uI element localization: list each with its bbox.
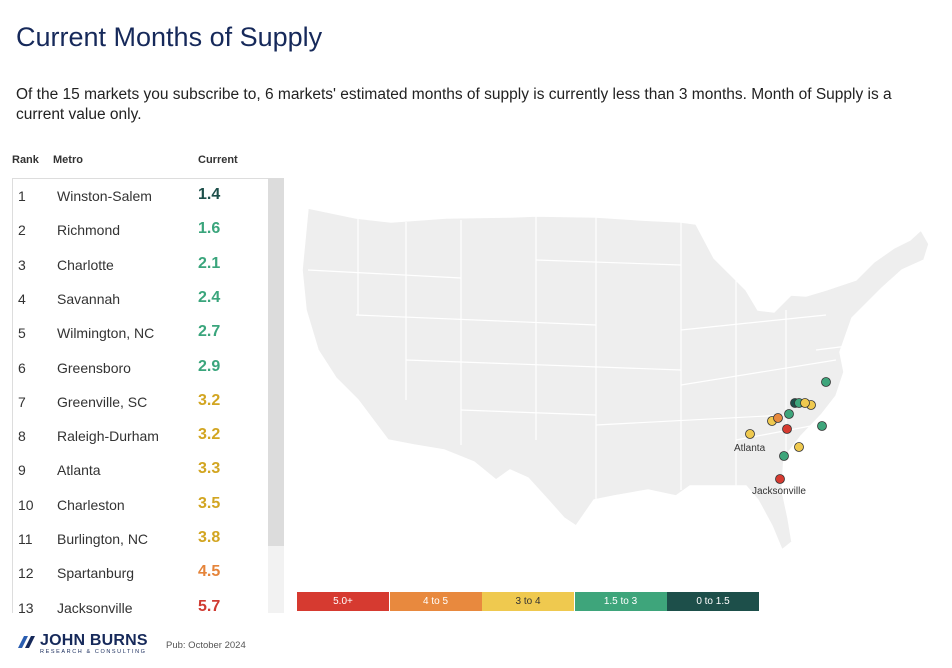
row-value: 4.5 (198, 563, 221, 581)
logo-mark-icon (18, 636, 35, 648)
row-rank: 13 (18, 599, 34, 613)
row-metro: Wilmington, NC (57, 325, 155, 342)
table-row[interactable]: 3 Charlotte 2.1 (12, 247, 268, 281)
logo-sub-text: RESEARCH & CONSULTING (40, 649, 147, 655)
table-row[interactable]: 8 Raleigh-Durham 3.2 (12, 418, 268, 452)
row-metro: Raleigh-Durham (57, 428, 159, 445)
row-rank: 12 (18, 565, 34, 582)
legend-item: 3 to 4 (482, 592, 574, 611)
row-rank: 7 (18, 393, 26, 410)
row-value: 5.7 (198, 597, 221, 613)
row-rank: 11 (18, 531, 33, 547)
row-rank: 1 (18, 188, 26, 204)
row-value: 3.3 (198, 460, 221, 478)
row-rank: 6 (18, 359, 26, 376)
row-metro: Atlanta (57, 462, 101, 479)
row-value: 3.2 (198, 426, 221, 444)
table-row[interactable]: 10 Charleston 3.5 (12, 487, 268, 521)
row-metro: Jacksonville (57, 599, 133, 613)
table-row[interactable]: 7 Greenville, SC 3.2 (12, 384, 268, 418)
row-value: 3.2 (198, 391, 221, 409)
table-row[interactable]: 1 Winston-Salem 1.4 (12, 178, 268, 212)
publication-date: Pub: October 2024 (166, 640, 246, 651)
state-lines (307, 216, 857, 500)
row-rank: 9 (18, 462, 26, 479)
row-value: 2.9 (198, 357, 221, 375)
row-rank: 4 (18, 290, 26, 307)
row-rank: 5 (18, 325, 26, 342)
row-rank: 8 (18, 428, 26, 445)
row-metro: Charlotte (57, 256, 114, 273)
current-header[interactable]: Current (198, 154, 238, 166)
rank-header[interactable]: Rank (12, 154, 39, 166)
table-row[interactable]: 13 Jacksonville 5.7 (12, 590, 268, 613)
legend-item: 5.0+ (297, 592, 389, 611)
row-value: 1.6 (198, 220, 221, 238)
row-rank: 2 (18, 222, 26, 239)
row-metro: Burlington, NC (57, 531, 149, 547)
table-row[interactable]: 9 Atlanta 3.3 (12, 452, 268, 486)
table-row[interactable]: 5 Wilmington, NC 2.7 (12, 315, 268, 349)
row-value: 1.4 (198, 186, 221, 203)
row-metro: Charleston (57, 496, 125, 513)
table-row[interactable]: 2 Richmond 1.6 (12, 212, 268, 246)
table-row[interactable]: 4 Savannah 2.4 (12, 281, 268, 315)
metro-header[interactable]: Metro (53, 154, 83, 166)
row-rank: 10 (18, 496, 34, 513)
us-landmass (301, 207, 930, 552)
table-row[interactable]: 6 Greensboro 2.9 (12, 350, 268, 384)
legend-item: 0 to 1.5 (667, 592, 759, 611)
table-border (12, 178, 268, 613)
row-value: 2.4 (198, 288, 221, 306)
row-value: 3.8 (198, 529, 221, 546)
row-metro: Richmond (57, 222, 121, 239)
legend-item: 4 to 5 (389, 592, 482, 611)
table-row[interactable]: 12 Spartanburg 4.5 (12, 555, 268, 589)
row-value: 3.5 (198, 494, 221, 512)
table-row[interactable]: 11 Burlington, NC 3.8 (12, 521, 268, 555)
row-metro: Savannah (57, 290, 121, 307)
logo-main-text: JOHN BURNS (40, 632, 148, 649)
row-metro: Spartanburg (57, 565, 135, 582)
page-title: Current Months of Supply (16, 22, 323, 52)
row-metro: Greenville, SC (57, 393, 148, 410)
scrollbar-thumb[interactable] (268, 178, 284, 546)
page-subtitle: Of the 15 markets you subscribe to, 6 ma… (16, 86, 892, 123)
legend-item: 1.5 to 3 (574, 592, 667, 611)
us-map[interactable] (296, 200, 936, 560)
row-rank: 3 (18, 256, 26, 273)
row-metro: Winston-Salem (57, 188, 152, 204)
row-value: 2.1 (198, 254, 221, 272)
row-value: 2.7 (198, 323, 221, 341)
ranking-table[interactable]: 1 Winston-Salem 1.4 2 Richmond 1.6 3 Charlotte 2… (12, 178, 284, 613)
row-metro: Greensboro (57, 359, 131, 376)
